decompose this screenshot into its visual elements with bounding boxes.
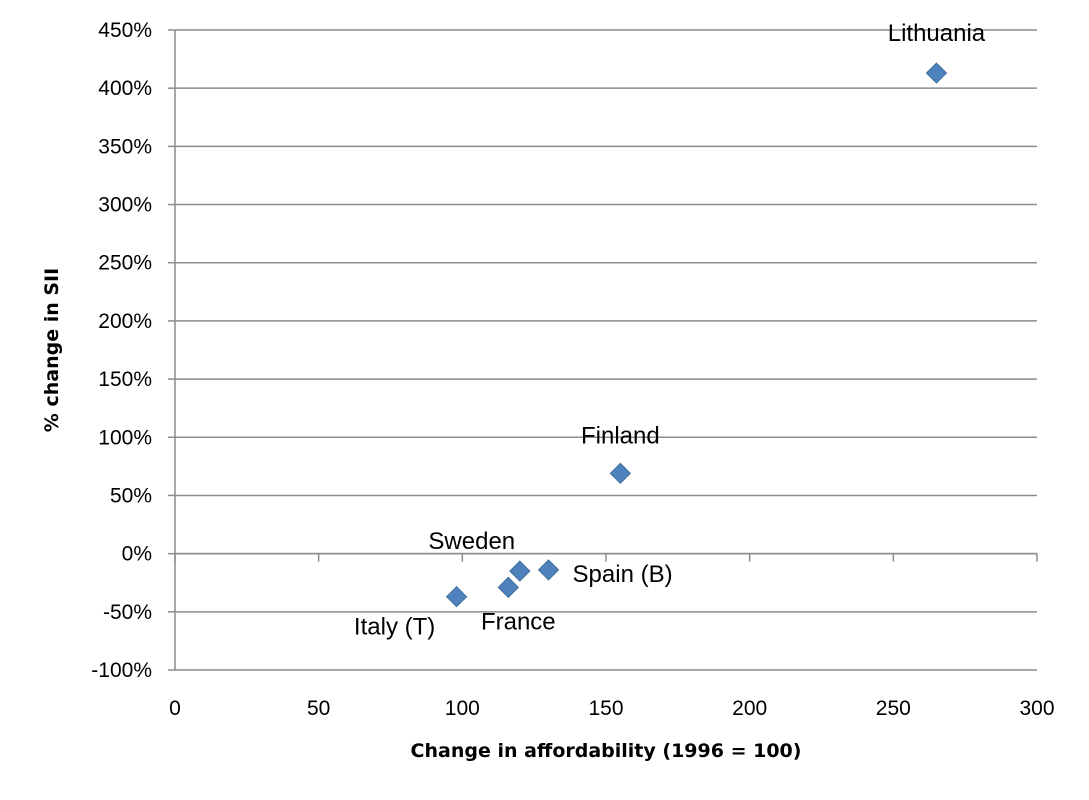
y-axis-title: % change in SII [41, 268, 63, 432]
y-tick-label: 0% [122, 543, 152, 566]
x-tick-labels: 0 50 100 150 200 250 300 [169, 697, 1054, 720]
y-tick-label: 450% [98, 19, 152, 42]
data-point-spain-b [537, 559, 560, 581]
data-point-france [497, 576, 520, 599]
axes [168, 29, 1038, 671]
point-label: France [481, 608, 556, 635]
data-points [445, 62, 948, 608]
y-tick-label: 150% [98, 368, 152, 391]
data-point-sweden [509, 560, 531, 582]
y-tick-label: -100% [91, 659, 152, 682]
point-labels: Lithuania Finland Spain (B) Sweden France Ita… [354, 20, 986, 641]
x-tick-label: 200 [732, 697, 767, 720]
y-tick-label: 250% [98, 252, 152, 275]
x-tick-label: 250 [876, 697, 911, 720]
data-point-italy-t [445, 585, 468, 608]
y-tick-label: -50% [103, 601, 152, 624]
x-tick-label: 150 [588, 697, 623, 720]
y-tick-label: 100% [98, 426, 152, 449]
y-tick-label: 300% [98, 194, 152, 217]
point-label: Italy (T) [354, 614, 435, 641]
data-point-finland [609, 462, 632, 485]
point-label: Sweden [428, 528, 515, 555]
point-label: Spain (B) [573, 561, 673, 588]
point-label: Lithuania [888, 20, 986, 47]
x-tick-label: 50 [307, 697, 330, 720]
x-tick-label: 100 [445, 697, 480, 720]
x-tick-label: 0 [169, 697, 181, 720]
y-tick-label: 200% [98, 310, 152, 333]
x-tick-label: 300 [1019, 697, 1054, 720]
y-tick-label: 350% [98, 135, 152, 158]
x-axis-title: Change in affordability (1996 = 100) [411, 740, 802, 762]
data-point-lithuania [925, 62, 948, 84]
point-label: Finland [581, 422, 660, 449]
y-tick-label: 50% [110, 484, 152, 507]
y-tick-label: 400% [98, 77, 152, 100]
y-tick-labels: -100% -50% 0% 50% 100% 150% 200% 250% 300% 350% 40… [91, 19, 152, 682]
